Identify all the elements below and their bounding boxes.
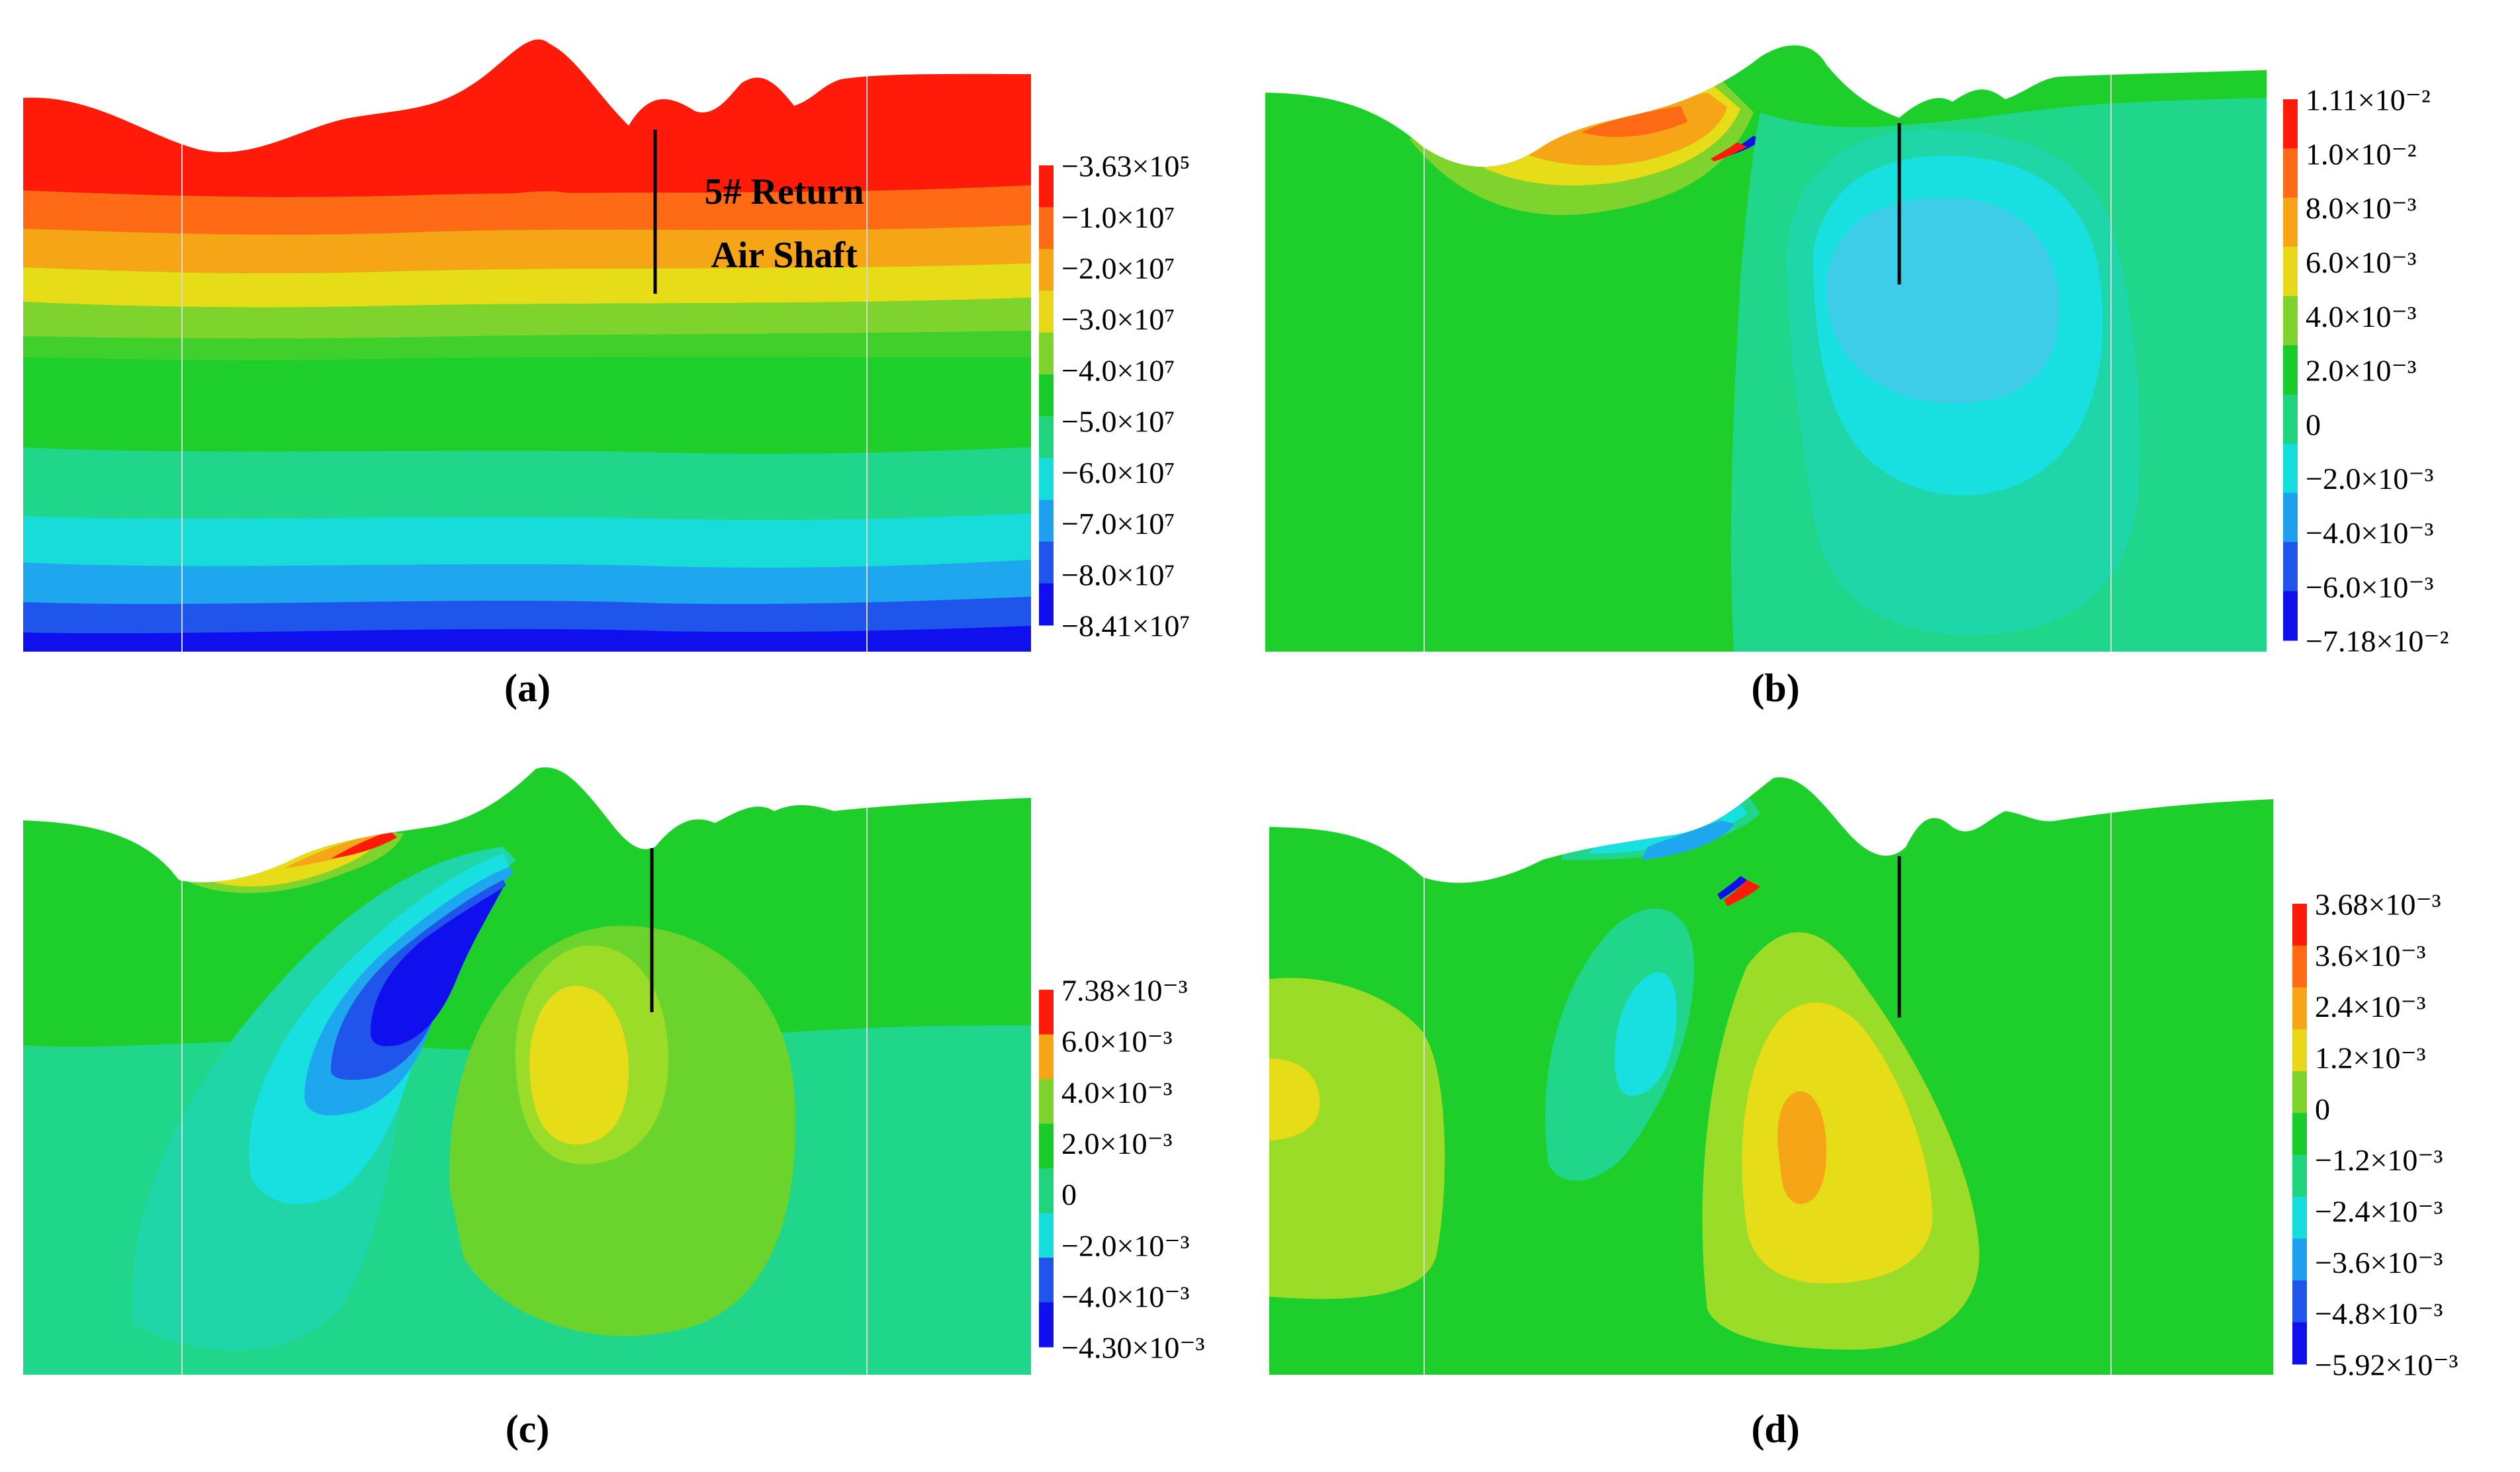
legend-label: −2.0×10⁻³ — [2306, 462, 2433, 496]
legend-swatch — [1039, 990, 1054, 1035]
legend-label: 6.0×10⁻³ — [1061, 1025, 1173, 1059]
legend-label: −2.0×10⁷ — [1061, 251, 1175, 285]
legend-swatch — [1039, 1079, 1054, 1124]
legend-label: 1.11×10⁻² — [2306, 83, 2431, 117]
legend-label: 1.2×10⁻³ — [2315, 1041, 2426, 1075]
legend-label: 0 — [1061, 1178, 1077, 1211]
caption-c: (c) — [506, 1407, 550, 1451]
legend-label: 0 — [2315, 1092, 2330, 1126]
contour-plot-b — [1265, 45, 2267, 652]
legend-label: −4.0×10⁷ — [1061, 353, 1175, 387]
legend-swatch — [2292, 987, 2307, 1030]
legend-swatch — [2292, 1029, 2307, 1072]
legend-label: −4.0×10⁻³ — [1061, 1279, 1189, 1313]
contour-plot-d — [1269, 777, 2273, 1375]
legend-label: −1.0×10⁷ — [1061, 200, 1175, 234]
legend-a: −3.63×10⁵ −1.0×10⁷ −2.0×10⁷ −3.0×10⁷ −4.0×10… — [1039, 150, 1190, 643]
caption-d: (d) — [1751, 1407, 1799, 1451]
panel-d: 3.68×10⁻³ 3.6×10⁻³ 2.4×10⁻³ 1.2×10⁻³ 0 −1.2×1… — [1269, 777, 2458, 1451]
legend-swatch — [1039, 541, 1054, 584]
caption-a: (a) — [504, 666, 551, 710]
legend-swatch — [2292, 1238, 2307, 1281]
legend-label: −3.6×10⁻³ — [2315, 1246, 2443, 1279]
legend-swatch — [2283, 197, 2298, 247]
legend-label: −1.2×10⁻³ — [2315, 1143, 2443, 1177]
legend-label: −2.0×10⁻³ — [1061, 1229, 1189, 1262]
legend-label: −6.0×10⁷ — [1061, 456, 1175, 490]
legend-swatch — [1039, 165, 1054, 208]
legend-label: −7.0×10⁷ — [1061, 507, 1175, 541]
legend-swatch — [1039, 458, 1054, 500]
legend-label: 2.0×10⁻³ — [2306, 354, 2417, 388]
legend-swatch — [2292, 1071, 2307, 1113]
panel-b: 1.11×10⁻² 1.0×10⁻² 8.0×10⁻³ 6.0×10⁻³ 4.0×10⁻… — [1265, 45, 2449, 710]
legend-swatch — [1039, 416, 1054, 458]
legend-swatch — [2283, 148, 2298, 198]
legend-swatch — [2292, 1196, 2307, 1239]
legend-swatch — [2292, 1113, 2307, 1156]
legend-label: −8.0×10⁷ — [1061, 558, 1175, 591]
legend-label: 1.0×10⁻² — [2306, 137, 2417, 171]
legend-label: 3.68×10⁻³ — [2315, 888, 2441, 922]
legend-label: 7.38×10⁻³ — [1061, 974, 1188, 1008]
contour-plot-a — [23, 39, 1031, 652]
legend-swatch — [1039, 499, 1054, 542]
legend-swatch — [2283, 542, 2298, 592]
legend-swatch — [2283, 492, 2298, 542]
legend-swatch — [1039, 1258, 1054, 1303]
legend-b: 1.11×10⁻² 1.0×10⁻² 8.0×10⁻³ 6.0×10⁻³ 4.0×10⁻… — [2283, 83, 2449, 658]
legend-swatch — [1039, 332, 1054, 375]
legend-swatch — [1039, 249, 1054, 292]
legend-c: 7.38×10⁻³ 6.0×10⁻³ 4.0×10⁻³ 2.0×10⁻³ 0 −2.0×1… — [1039, 974, 1204, 1365]
legend-label: −4.8×10⁻³ — [2315, 1297, 2443, 1330]
legend-label: −4.30×10⁻³ — [1061, 1331, 1204, 1365]
legend-swatch — [2283, 394, 2298, 445]
legend-swatch — [2283, 345, 2298, 395]
legend-d: 3.68×10⁻³ 3.6×10⁻³ 2.4×10⁻³ 1.2×10⁻³ 0 −1.2×1… — [2292, 888, 2458, 1382]
legend-swatch — [2292, 904, 2307, 946]
legend-label: 8.0×10⁻³ — [2306, 191, 2417, 225]
legend-swatch — [2292, 1322, 2307, 1365]
legend-swatch — [2292, 1280, 2307, 1323]
legend-swatch — [2292, 1154, 2307, 1197]
legend-swatch — [1039, 207, 1054, 249]
legend-swatch — [2283, 591, 2298, 641]
legend-label: −8.41×10⁷ — [1061, 609, 1190, 643]
shaft-label-line2: Air Shaft — [711, 235, 858, 276]
legend-swatch — [2283, 296, 2298, 346]
legend-label: −6.0×10⁻³ — [2306, 570, 2433, 604]
legend-swatch — [1039, 290, 1054, 333]
legend-swatch — [2283, 443, 2298, 494]
legend-label: −2.4×10⁻³ — [2315, 1195, 2443, 1229]
legend-swatch — [1039, 1213, 1054, 1258]
legend-swatch — [1039, 374, 1054, 417]
legend-label: 0 — [2306, 408, 2321, 441]
legend-label: 4.0×10⁻³ — [1061, 1076, 1173, 1109]
legend-label: 3.6×10⁻³ — [2315, 939, 2426, 973]
contour-plot-c — [23, 767, 1031, 1375]
legend-swatch — [1039, 1034, 1054, 1080]
legend-label: −7.18×10⁻² — [2306, 625, 2449, 658]
legend-swatch — [2283, 247, 2298, 296]
caption-b: (b) — [1751, 666, 1799, 710]
panel-c: 7.38×10⁻³ 6.0×10⁻³ 4.0×10⁻³ 2.0×10⁻³ 0 −2.0×1… — [23, 767, 1204, 1451]
legend-label: −5.0×10⁷ — [1061, 405, 1175, 439]
legend-swatch — [1039, 1168, 1054, 1213]
legend-label: −4.0×10⁻³ — [2306, 516, 2433, 550]
legend-label: −3.0×10⁷ — [1061, 302, 1175, 336]
legend-swatch — [1039, 1302, 1054, 1348]
legend-swatch — [2292, 945, 2307, 988]
legend-label: 6.0×10⁻³ — [2306, 245, 2417, 279]
legend-label: 2.4×10⁻³ — [2315, 990, 2426, 1023]
legend-label: 2.0×10⁻³ — [1061, 1127, 1173, 1160]
legend-swatch — [1039, 1123, 1054, 1169]
legend-swatch — [1039, 583, 1054, 626]
panel-a: 5# Return Air Shaft −3.63×10⁵ −1.0×10⁷ −2.… — [23, 39, 1190, 710]
shaft-label-line1: 5# Return — [704, 171, 864, 212]
legend-label: 4.0×10⁻³ — [2306, 300, 2417, 333]
legend-label: −3.63×10⁵ — [1061, 150, 1190, 183]
legend-swatch — [2283, 99, 2298, 149]
legend-label: −5.92×10⁻³ — [2315, 1348, 2458, 1382]
